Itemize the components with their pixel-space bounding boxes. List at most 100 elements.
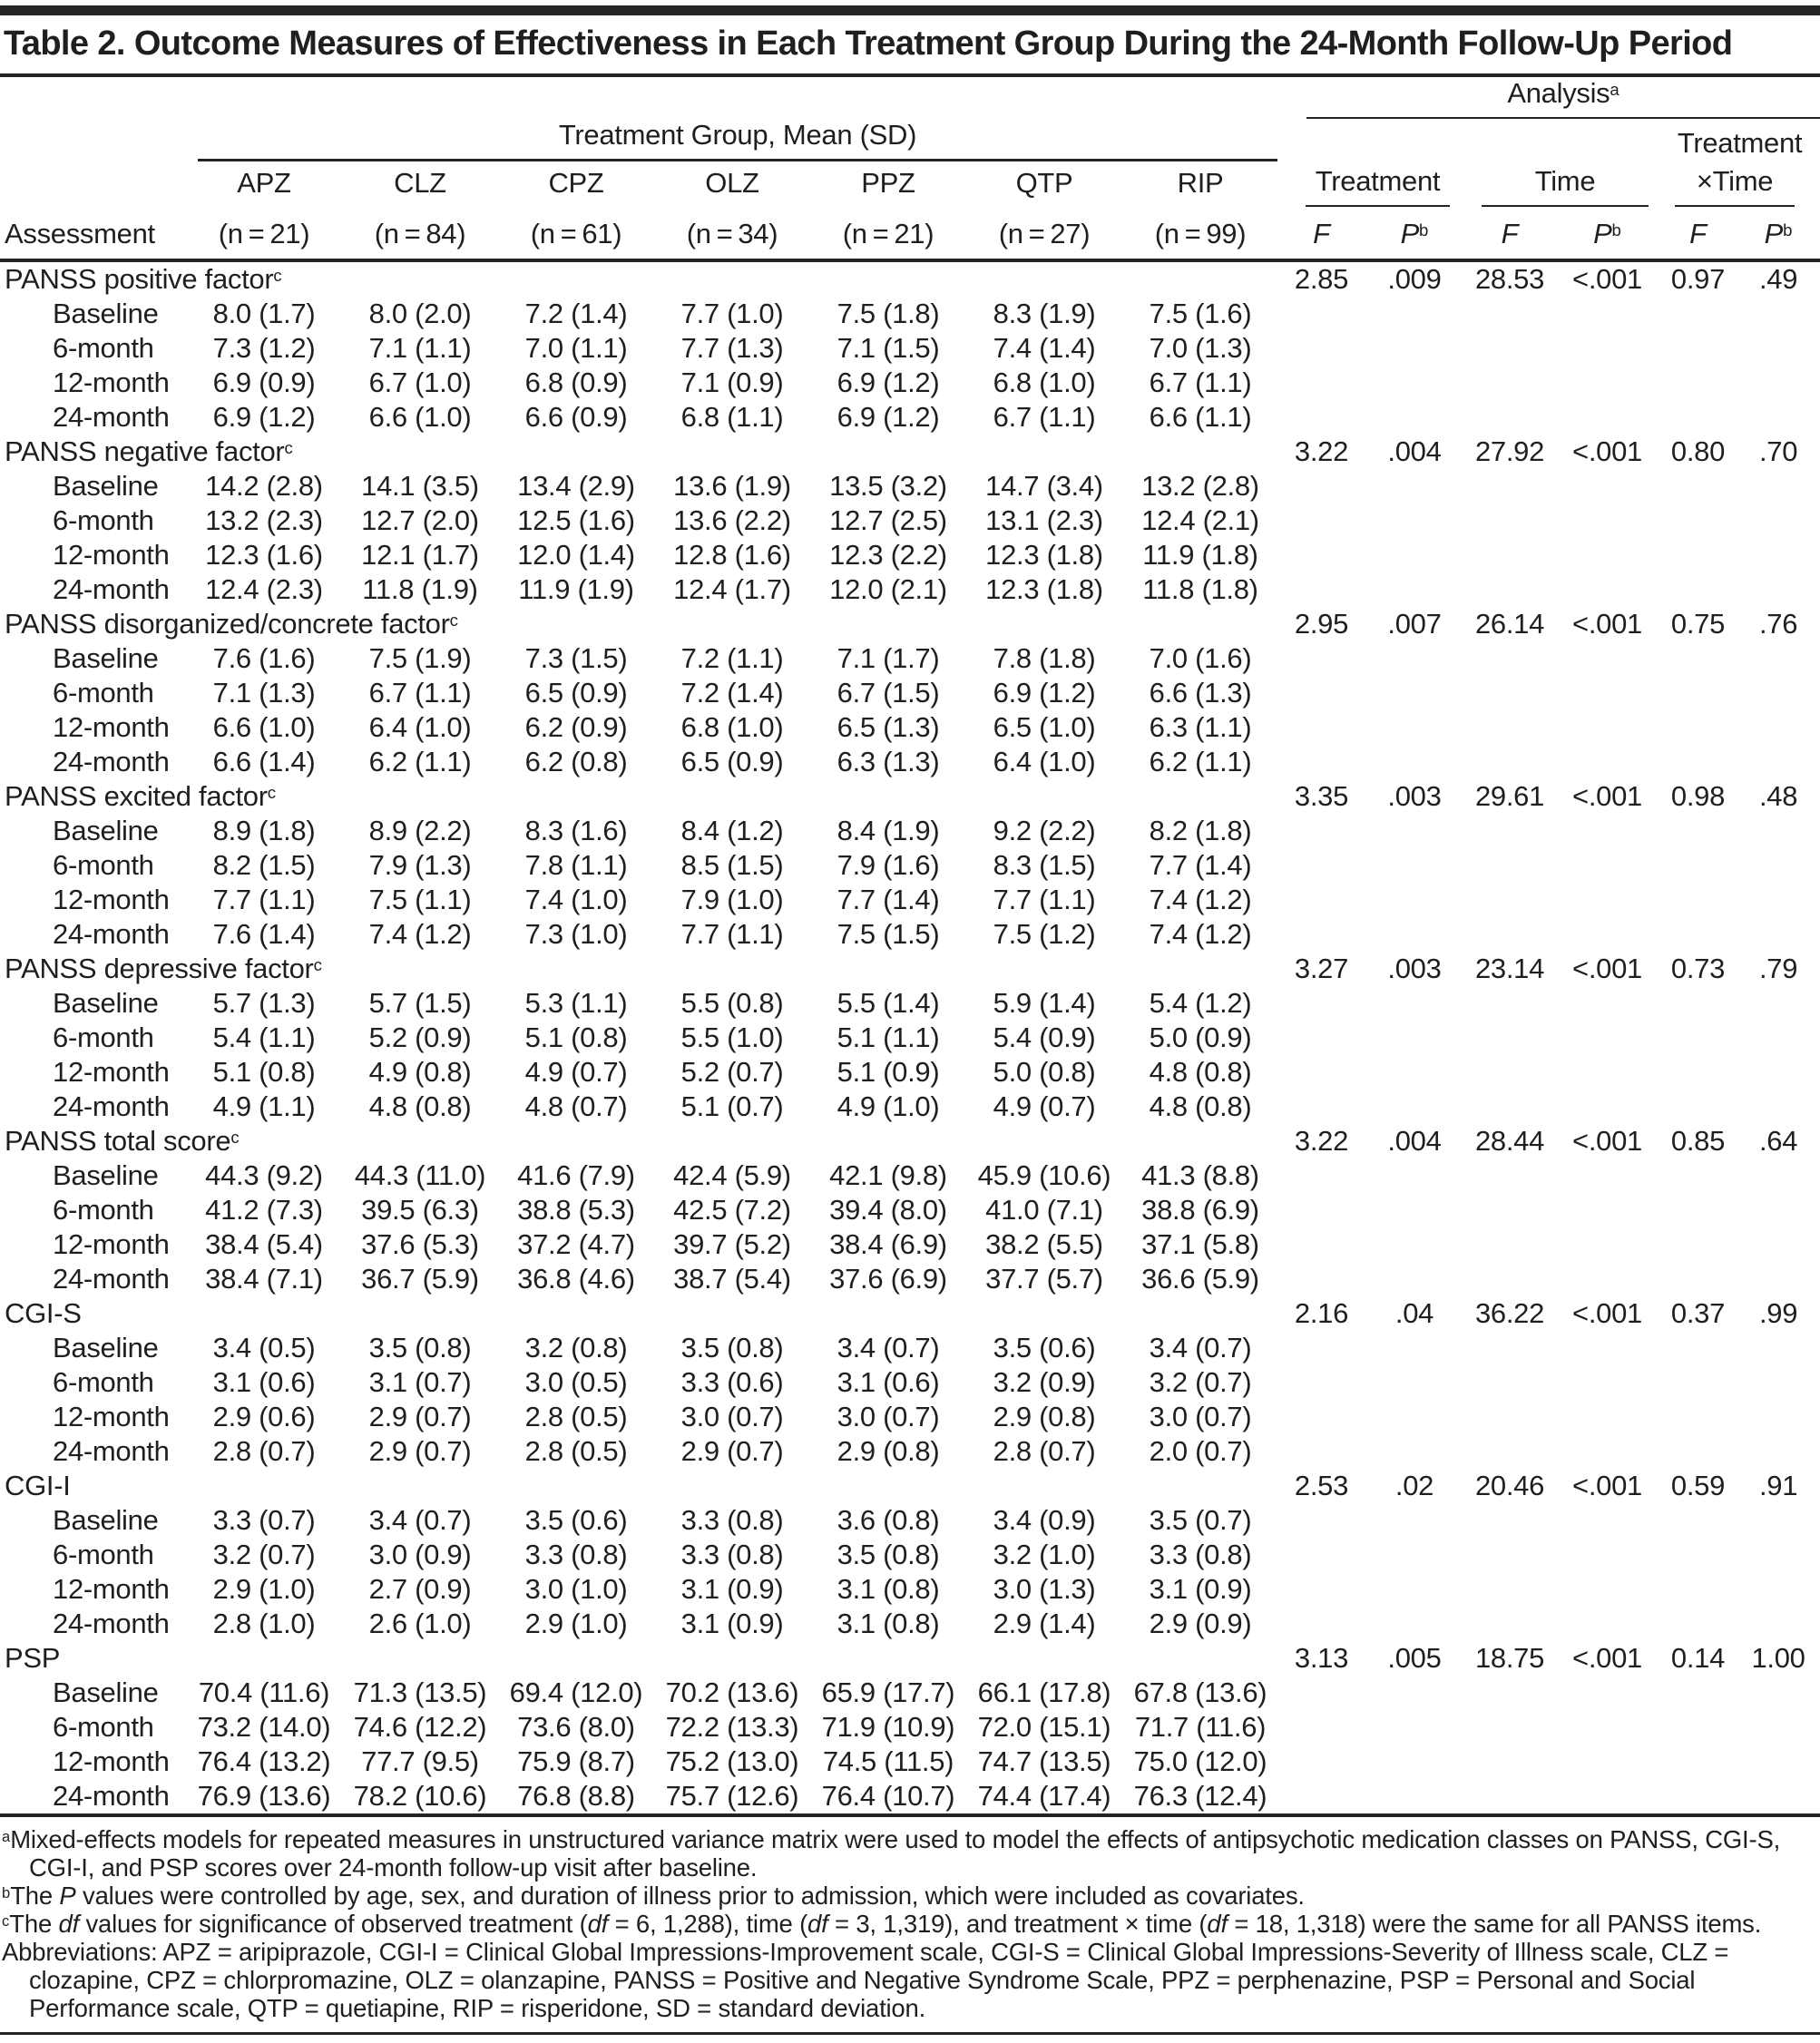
value-cell: 73.6 (8.0) [517,1711,635,1743]
row-label: Baseline [53,470,159,502]
value-cell: 71.7 (11.6) [1134,1711,1267,1743]
value-cell: 5.5 (1.4) [837,987,940,1019]
table-row: 12-month 2.9 (1.0) 2.7 (0.9) 3.0 (1.0) 3.1 (… [0,1572,1820,1607]
analysis-value: 3.13 [1294,1642,1349,1674]
value-cell: 5.0 (0.8) [993,1056,1096,1088]
analysis-group-header: Analysisa [1278,77,1820,119]
analysis-value: 0.97 [1670,263,1726,295]
value-cell: 76.9 (13.6) [197,1780,331,1812]
group-header-treatment-x-time-line1: Treatment [1677,127,1803,159]
value-cell: 39.4 (8.0) [829,1194,947,1226]
value-cell: 75.0 (12.0) [1133,1745,1267,1777]
value-cell: 2.9 (0.8) [993,1401,1096,1432]
row-label: Baseline [53,1332,159,1364]
footnote: bThe P values were controlled by age, se… [2,1882,1305,1910]
value-cell: 7.5 (1.2) [993,918,1096,950]
row-label: Baseline [53,1504,159,1536]
value-cell: 3.2 (0.8) [524,1332,628,1364]
n-header-apz: (n = 21) [186,207,342,262]
row-label: 6-month [53,1711,154,1743]
value-cell: 74.6 (12.2) [353,1711,487,1743]
value-cell: 5.7 (1.5) [368,987,472,1019]
value-cell: 7.4 (1.2) [1149,918,1252,950]
spacer-cell [1278,1607,1820,1641]
value-cell: 6.7 (1.5) [837,677,940,709]
value-cell: 41.6 (7.9) [517,1159,635,1191]
section-label: CGI-I [5,1470,71,1501]
analysis-value: 0.37 [1670,1297,1726,1329]
value-cell: 6.5 (1.0) [993,711,1096,743]
row-label: 6-month [53,1539,154,1570]
treatment-group-label: Treatment Group, Mean (SD) [198,119,1277,161]
row-label: 24-month [53,1608,170,1639]
top-rule [0,5,1820,15]
value-cell: 6.8 (0.9) [524,367,628,398]
value-cell: 4.9 (0.7) [993,1090,1096,1122]
spacer-cell [0,161,186,207]
column-header-row: Assessment (n = 21) (n = 84) (n = 61) (n = … [0,207,1820,262]
value-cell: 7.0 (1.6) [1149,642,1252,674]
row-label: 12-month [53,1573,170,1605]
row-label: 6-month [53,1366,154,1398]
footnote: Abbreviations: APZ = aripiprazole, CGI-I… [2,1938,1729,2022]
value-cell: 70.2 (13.6) [665,1676,799,1708]
value-cell: 3.5 (0.6) [524,1504,628,1536]
spacer-cell [1278,366,1820,400]
value-cell: 6.4 (1.0) [368,711,472,743]
value-cell: 3.0 (0.7) [680,1401,784,1432]
analysis-label: Analysisa [1306,77,1820,119]
value-cell: 5.2 (0.9) [368,1022,472,1053]
analysis-value: <.001 [1572,435,1642,467]
analysis-value: .004 [1387,1125,1442,1157]
table-row: 24-month 76.9 (13.6) 78.2 (10.6) 76.8 (8.8)… [0,1779,1820,1813]
value-cell: 12.3 (1.8) [985,573,1103,605]
value-cell: 12.0 (2.1) [829,573,947,605]
analysis-value: .70 [1758,435,1798,467]
row-label: 24-month [53,1263,170,1295]
value-cell: 3.1 (0.8) [837,1573,940,1605]
table-row: 24-month 12.4 (2.3) 11.8 (1.9) 11.9 (1.9) 12… [0,572,1820,607]
value-cell: 12.7 (2.0) [361,504,479,536]
row-label: 6-month [53,1194,154,1226]
value-cell: 74.7 (13.5) [977,1745,1111,1777]
row-label: 24-month [53,1090,170,1122]
table-row: 6-month 41.2 (7.3) 39.5 (6.3) 38.8 (5.3) 42.… [0,1193,1820,1227]
spacer-cell [1278,641,1820,676]
value-cell: 6.8 (1.0) [680,711,784,743]
value-cell: 39.7 (5.2) [673,1228,791,1260]
spacer-cell [1278,1227,1820,1262]
value-cell: 6.7 (1.1) [1149,367,1252,398]
spacer-cell [1278,1331,1820,1365]
value-cell: 7.1 (1.5) [837,332,940,364]
value-cell: 12.8 (1.6) [673,539,791,571]
analysis-value: 36.22 [1474,1297,1545,1329]
value-cell: 2.9 (1.4) [993,1608,1096,1639]
value-cell: 6.6 (1.0) [368,401,472,433]
spacer-cell [0,119,186,161]
n-header-rip: (n = 99) [1122,207,1278,262]
value-cell: 3.2 (0.7) [212,1539,316,1570]
row-label: 24-month [53,746,170,777]
value-cell: 7.7 (1.4) [1149,849,1252,881]
value-cell: 8.9 (1.8) [212,815,316,846]
value-cell: 71.3 (13.5) [353,1676,487,1708]
spacer-cell [1278,1090,1820,1124]
value-cell: 74.4 (17.4) [977,1780,1111,1812]
value-cell: 3.3 (0.8) [680,1539,784,1570]
spacer-cell [1278,400,1820,435]
value-cell: 7.4 (1.4) [993,332,1096,364]
value-cell: 2.9 (0.9) [1149,1608,1252,1639]
section-row: PANSS negative factorc 3.22 .004 27.92 <.001… [0,435,1820,469]
p-header: Pb [1737,207,1820,262]
value-cell: 3.1 (0.8) [837,1608,940,1639]
column-header-clz: CLZ [394,167,446,199]
spacer-cell [1278,1779,1820,1813]
value-cell: 13.4 (2.9) [517,470,635,502]
value-cell: 3.2 (0.7) [1149,1366,1252,1398]
table-row: 24-month 6.9 (1.2) 6.6 (1.0) 6.6 (0.9) 6.8 (… [0,400,1820,435]
spacer-cell [1278,1676,1820,1710]
spacer-cell [1278,814,1820,848]
value-cell: 7.5 (1.6) [1149,298,1252,329]
value-cell: 4.8 (0.8) [368,1090,472,1122]
analysis-value: 0.73 [1670,953,1726,984]
